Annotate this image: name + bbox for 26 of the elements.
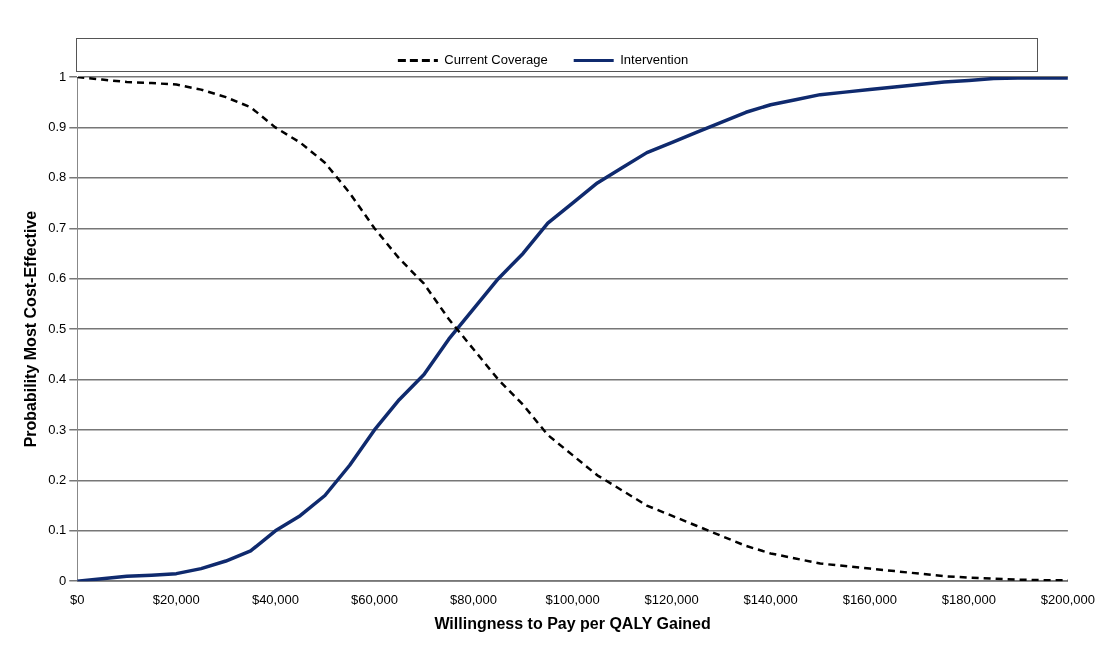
y-tick-label: 0.1 xyxy=(48,522,67,538)
x-tick-label: $100,000 xyxy=(545,591,600,607)
y-tick-label: 0.8 xyxy=(48,169,67,185)
y-tick-label: 0 xyxy=(59,572,67,588)
x-tick-label: $160,000 xyxy=(842,591,897,607)
y-tick-label: 0.2 xyxy=(48,471,67,487)
x-tick-label: $140,000 xyxy=(743,591,798,607)
y-tick-label: 0.3 xyxy=(48,421,67,437)
x-tick-label: $20,000 xyxy=(152,591,200,607)
y-tick-label: 0.7 xyxy=(48,219,67,235)
y-tick-label: 1 xyxy=(59,68,67,84)
x-tick-label: $0 xyxy=(70,591,85,607)
y-tick-label: 0.4 xyxy=(48,371,67,387)
legend-label: Intervention xyxy=(620,52,689,68)
x-axis-title: Willingness to Pay per QALY Gained xyxy=(434,614,711,632)
x-tick-label: $120,000 xyxy=(644,591,699,607)
y-tick-label: 0.6 xyxy=(48,270,67,286)
x-tick-label: $180,000 xyxy=(941,591,996,607)
x-tick-label: $60,000 xyxy=(350,591,398,607)
x-tick-label: $40,000 xyxy=(251,591,299,607)
legend-label: Current Coverage xyxy=(444,52,548,68)
x-tick-label: $80,000 xyxy=(450,591,498,607)
x-tick-label: $200,000 xyxy=(1040,591,1096,607)
y-axis-title: Probability Most Cost-Effective xyxy=(22,210,40,448)
y-tick-label: 0.5 xyxy=(48,320,67,336)
y-tick-label: 0.9 xyxy=(48,119,67,134)
